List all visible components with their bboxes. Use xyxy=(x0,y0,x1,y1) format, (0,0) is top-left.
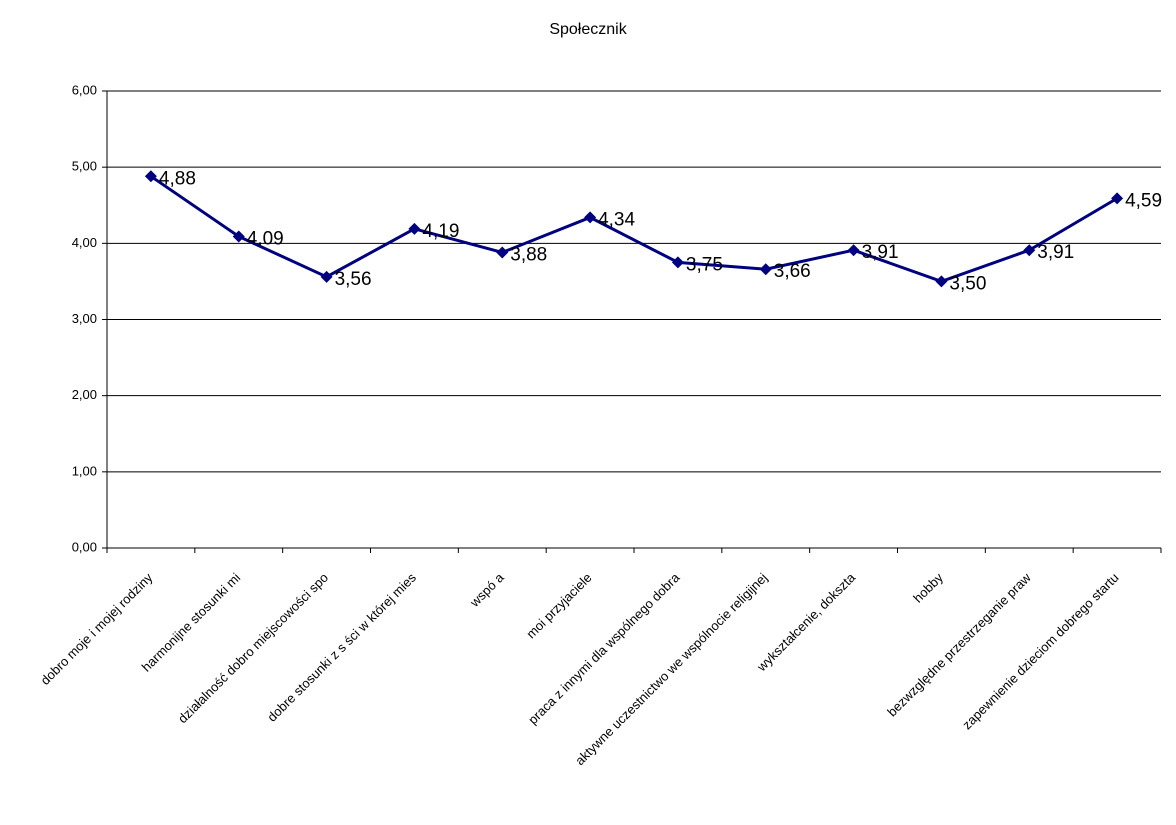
value-label: 4,19 xyxy=(422,221,459,242)
x-tick-label: zapewnienie dzieciom dobrego startu xyxy=(959,570,1121,732)
marker xyxy=(935,275,948,288)
value-label: 4,88 xyxy=(159,168,196,189)
marker xyxy=(408,222,421,235)
y-tick-label: 4,00 xyxy=(72,235,97,250)
marker xyxy=(847,244,860,257)
marker xyxy=(671,256,684,269)
value-label: 4,34 xyxy=(598,209,635,230)
marker xyxy=(759,263,772,276)
value-label: 4,09 xyxy=(247,228,284,249)
value-label: 3,75 xyxy=(686,254,723,275)
x-tick-label: praca z innymi dla wspólnego dobra xyxy=(525,569,683,727)
value-label: 3,91 xyxy=(1037,242,1074,263)
chart-title: Społecznik xyxy=(549,21,627,38)
value-label: 3,88 xyxy=(510,244,547,265)
y-tick-label: 2,00 xyxy=(72,387,97,402)
x-tick-label: wykształcenie, dokszta xyxy=(753,569,858,674)
y-tick-label: 3,00 xyxy=(72,311,97,326)
marker xyxy=(1111,192,1124,205)
x-tick-label: wspó a xyxy=(466,569,507,610)
marker xyxy=(232,230,245,243)
marker xyxy=(496,246,509,259)
y-tick-label: 6,00 xyxy=(72,82,97,97)
x-tick-label: dobre stosunki z s ści w której mies xyxy=(264,570,419,725)
value-label: 3,91 xyxy=(862,242,899,263)
x-tick-label: bezwzględne przestrzeganie praw xyxy=(884,570,1034,720)
value-label: 3,66 xyxy=(774,261,811,282)
marker xyxy=(584,211,597,224)
x-tick-label: hobby xyxy=(910,570,946,606)
marker xyxy=(144,170,157,183)
y-tick-label: 1,00 xyxy=(72,463,97,478)
y-tick-label: 5,00 xyxy=(72,159,97,174)
x-tick-label: harmonijne stosunki mi xyxy=(139,570,244,675)
y-tick-label: 0,00 xyxy=(72,539,97,554)
marker xyxy=(320,270,333,283)
value-label: 3,56 xyxy=(335,269,372,290)
x-tick-label: moi przyjaciele xyxy=(523,570,594,641)
marker xyxy=(1023,244,1036,257)
x-tick-label: dobro moje i mojej rodziny xyxy=(38,570,156,688)
value-label: 4,59 xyxy=(1125,190,1162,211)
line xyxy=(150,175,1118,284)
x-tick-label: aktywne uczestnictwo we wspólnocie relig… xyxy=(572,570,770,768)
x-tick-label: działalność dobro miejscowości spo xyxy=(175,570,331,726)
value-label: 3,50 xyxy=(949,273,986,294)
